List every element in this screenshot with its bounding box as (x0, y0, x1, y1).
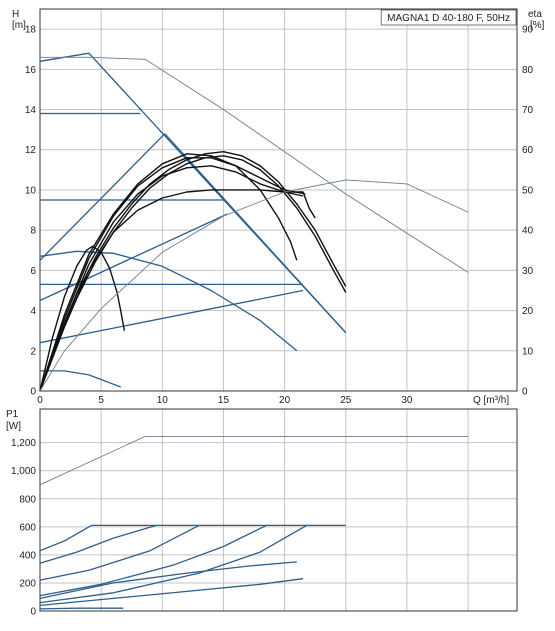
curve-black (39, 155, 347, 392)
power-curve-blue (39, 578, 304, 607)
curve-black (39, 153, 306, 392)
y-right-axis-unit-label: [%] (530, 20, 545, 31)
curve-black (39, 151, 347, 392)
y-tick-label: 16 (25, 65, 37, 76)
y-axis-label: H (12, 9, 19, 20)
chart-title: MAGNA1 D 40-180 F, 50Hz (387, 13, 510, 24)
plot-frame-bottom (39, 408, 518, 612)
y-tick-label: 1,000 (11, 466, 36, 477)
curve-thin (39, 179, 469, 392)
y-right-tick-label: 70 (522, 105, 534, 116)
y-tick-label: 600 (19, 522, 36, 533)
curve-black (39, 189, 316, 392)
x-tick-label: 0 (37, 395, 43, 406)
y-right-tick-label: 40 (522, 226, 534, 237)
power-curve-blue (39, 524, 157, 564)
curve-thin (40, 56, 469, 273)
y-tick-label: 10 (25, 185, 37, 196)
y-right-tick-label: 20 (522, 306, 534, 317)
y-tick-label: 0 (30, 387, 36, 398)
x-tick-label: 15 (218, 395, 230, 406)
p1-axis-unit-label: [W] (6, 421, 21, 432)
y-tick-label: 800 (19, 494, 36, 505)
curve-blue (39, 250, 298, 352)
x-tick-label: 10 (157, 395, 169, 406)
y-tick-label: 1,200 (11, 438, 36, 449)
power-curve-thin (39, 435, 469, 486)
y-tick-label: 0 (30, 607, 36, 618)
x-tick-label: 20 (279, 395, 291, 406)
curve-blue (39, 133, 166, 261)
y-right-axis-label: eta (528, 9, 542, 20)
y-right-tick-label: 0 (522, 387, 528, 398)
x-tick-label: 30 (401, 395, 413, 406)
y-right-tick-label: 10 (522, 346, 534, 357)
power-curve-blue (39, 607, 124, 610)
power-curve-blue (39, 561, 297, 600)
x-axis-label: Q [m³/h] (473, 395, 509, 406)
power-curve-blue (39, 524, 200, 581)
chart-title-box (380, 9, 517, 26)
curve-blue (39, 52, 347, 334)
y-tick-label: 6 (30, 266, 36, 277)
curve-black (39, 165, 304, 392)
y-tick-label: 200 (19, 578, 36, 589)
y-tick-label: 2 (30, 346, 36, 357)
y-right-tick-label: 30 (522, 266, 534, 277)
y-tick-label: 4 (30, 306, 36, 317)
curve-black (39, 245, 126, 392)
y-tick-label: 8 (30, 226, 36, 237)
y-right-tick-label: 60 (522, 145, 534, 156)
y-axis-unit-label: [m] (12, 20, 26, 31)
y-tick-label: 400 (19, 550, 36, 561)
y-right-tick-label: 90 (522, 25, 534, 36)
power-curve-blue (39, 524, 267, 597)
curve-blue (39, 289, 304, 344)
y-tick-label: 18 (25, 25, 37, 36)
y-tick-label: 14 (25, 105, 37, 116)
y-tick-label: 12 (25, 145, 37, 156)
p1-axis-label: P1 (6, 409, 19, 420)
power-curve-blue (39, 524, 92, 552)
y-right-tick-label: 80 (522, 65, 534, 76)
curve-black (39, 157, 298, 392)
y-right-tick-label: 50 (522, 185, 534, 196)
x-tick-label: 5 (98, 395, 104, 406)
curve-blue (40, 370, 121, 388)
curve-blue (39, 213, 228, 302)
power-curve-blue (39, 524, 307, 604)
x-tick-label: 25 (340, 395, 352, 406)
